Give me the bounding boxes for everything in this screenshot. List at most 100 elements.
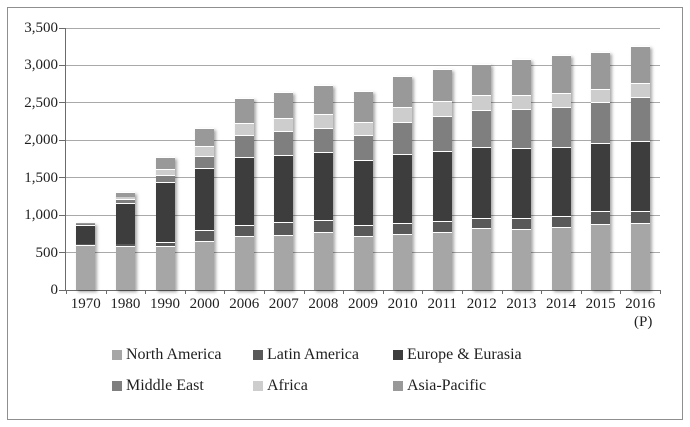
y-axis-label: 1,000 — [24, 207, 58, 224]
bar-segment-latin-america-2011 — [432, 220, 452, 232]
bar-segment-middle-east-1970 — [76, 223, 96, 225]
bar-segment-africa-2013 — [511, 95, 531, 109]
y-axis-label: 500 — [35, 244, 59, 261]
y-axis-label: 2,500 — [24, 94, 58, 111]
bar-segment-asia-pacific-2007 — [274, 92, 294, 119]
bar-segment-asia-pacific-2016 — [630, 46, 650, 84]
legend-label: Middle East — [126, 377, 204, 394]
x-axis-tick — [541, 290, 543, 294]
bar-1980 — [115, 192, 135, 290]
bar-segment-latin-america-2010 — [393, 223, 413, 235]
bar-segment-middle-east-2009 — [353, 135, 373, 160]
legend-item-latin-america: Latin America — [253, 346, 393, 364]
bar-segment-north-america-2006 — [234, 236, 254, 290]
y-axis-tick — [59, 289, 66, 291]
x-axis-label-1990: 1990 — [149, 296, 180, 312]
bar-segment-north-america-2015 — [591, 224, 611, 290]
bar-segment-middle-east-2006 — [234, 135, 254, 158]
bar-segment-middle-east-2000 — [195, 156, 215, 168]
legend-item-asia-pacific: Asia-Pacific — [393, 377, 578, 395]
bar-segment-europe-eurasia-2015 — [591, 143, 611, 212]
x-axis-tick — [303, 290, 305, 294]
bar-segment-europe-eurasia-1980 — [115, 203, 135, 244]
bar-segment-europe-eurasia-2013 — [511, 148, 531, 219]
bar-segment-north-america-2000 — [195, 240, 215, 290]
plot-area — [59, 27, 661, 294]
y-axis-tick — [59, 64, 66, 66]
legend-label: North America — [126, 346, 222, 363]
legend-label: Europe & Eurasia — [407, 346, 522, 363]
bar-segment-middle-east-2007 — [274, 130, 294, 155]
y-axis-tick — [59, 252, 66, 254]
x-axis-tick — [620, 290, 622, 294]
x-axis-label-2009: 2009 — [347, 296, 378, 312]
bar-segment-latin-america-1970 — [76, 243, 96, 246]
y-axis-tick — [59, 177, 66, 179]
bar-segment-middle-east-2013 — [511, 108, 531, 149]
gridline — [66, 27, 660, 29]
x-axis-tick — [264, 290, 265, 294]
bar-2008 — [313, 84, 333, 290]
x-axis-label-2012: 2012 — [466, 296, 497, 312]
bar-segment-africa-2007 — [274, 118, 294, 131]
x-axis-label-1970: 1970 — [70, 296, 101, 312]
legend-label: Africa — [267, 377, 308, 394]
y-axis-tick — [59, 102, 66, 104]
x-axis-tick — [343, 290, 345, 294]
bar-segment-europe-eurasia-2010 — [393, 153, 413, 224]
bar-segment-asia-pacific-2012 — [472, 63, 492, 96]
legend-swatch-north-america — [112, 350, 122, 360]
bar-segment-africa-2010 — [393, 107, 413, 123]
bar-segment-latin-america-2014 — [551, 215, 571, 227]
legend-swatch-asia-pacific — [393, 381, 403, 391]
figure-border — [7, 7, 683, 420]
bar-segment-latin-america-2006 — [234, 224, 254, 237]
bar-segment-asia-pacific-2010 — [393, 76, 413, 108]
x-axis-label-2013: 2013 — [506, 296, 537, 312]
x-axis-tick — [145, 290, 147, 294]
bar-segment-asia-pacific-1980 — [115, 192, 135, 197]
x-axis-tick — [382, 290, 384, 294]
bar-segment-europe-eurasia-2000 — [195, 167, 215, 231]
bar-segment-latin-america-2015 — [591, 211, 611, 225]
bar-segment-middle-east-2015 — [591, 101, 611, 144]
legend-label: Asia-Pacific — [407, 377, 487, 394]
bar-segment-asia-pacific-2008 — [313, 84, 333, 114]
bar-segment-africa-1990 — [155, 169, 175, 175]
bar-segment-europe-eurasia-1970 — [76, 224, 96, 244]
legend: North America Latin America Europe & Euras… — [0, 346, 690, 395]
bar-segment-europe-eurasia-1990 — [155, 182, 175, 243]
gridline — [66, 64, 660, 66]
bar-segment-north-america-2012 — [472, 228, 492, 290]
y-axis-tick — [59, 214, 66, 216]
y-axis-label: 3,000 — [24, 57, 58, 74]
x-axis-tick — [422, 290, 424, 294]
bar-2010 — [393, 76, 413, 290]
bar-2012 — [472, 63, 492, 290]
bar-2016 — [630, 46, 650, 290]
bar-segment-latin-america-2008 — [313, 219, 333, 232]
x-axis-tick — [66, 290, 67, 294]
x-axis-tick — [105, 290, 107, 294]
x-axis-label-2000: 2000 — [189, 296, 220, 312]
y-axis-label: 2,000 — [24, 132, 58, 149]
bar-2011 — [432, 69, 452, 290]
bar-segment-middle-east-1990 — [155, 174, 175, 183]
x-axis-label-1980: 1980 — [110, 296, 141, 312]
bar-1970 — [76, 223, 96, 290]
bar-2013 — [511, 59, 531, 290]
bar-segment-europe-eurasia-2012 — [472, 147, 492, 218]
bar-2014 — [551, 54, 571, 290]
bar-segment-europe-eurasia-2009 — [353, 159, 373, 225]
bar-segment-north-america-2016 — [630, 223, 650, 290]
bar-segment-latin-america-1980 — [115, 243, 135, 246]
x-axis-label-2007: 2007 — [268, 296, 299, 312]
y-axis-tick — [59, 139, 66, 141]
bar-segment-north-america-2014 — [551, 226, 571, 290]
x-axis-label-2011: 2011 — [427, 296, 457, 312]
bar-2007 — [274, 92, 294, 290]
bar-1990 — [155, 157, 175, 290]
legend-swatch-middle-east — [112, 381, 122, 391]
bar-segment-africa-2014 — [551, 93, 571, 108]
bar-segment-asia-pacific-2013 — [511, 59, 531, 96]
